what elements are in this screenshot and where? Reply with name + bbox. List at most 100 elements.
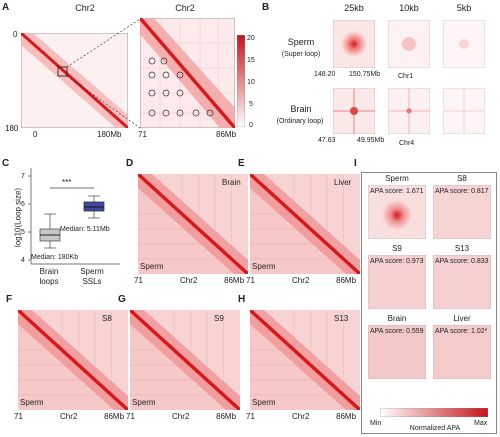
panel-b-row1-coord-left: 148.20: [314, 71, 336, 78]
panel-g-bottom-label: Sperm: [132, 398, 156, 407]
colorbar-tick-5: 5: [249, 101, 253, 108]
apa-title-sperm: Sperm: [385, 174, 409, 183]
panel-b-sperm-5kb: [443, 20, 485, 68]
apa-title-liver: Liver: [453, 314, 471, 323]
apa-score-s13: APA score: 0.833: [435, 258, 489, 265]
panel-b-row2-label: Brain: [290, 104, 312, 114]
apa-tile-brain: [368, 325, 426, 379]
panel-f-x-end: 86Mb: [104, 412, 125, 421]
panel-g-top-label: S9: [214, 314, 224, 323]
panel-c-ytick-6: 6: [21, 201, 25, 208]
panel-b-row1-label: Sperm: [287, 37, 315, 47]
panel-c-median-brain: Median: 180Kb: [31, 254, 79, 261]
panel-a-left-title: Chr2: [75, 3, 95, 13]
apa-score-brain: APA score: 0.559: [370, 328, 424, 335]
panel-b-col-10kb: 10kb: [399, 3, 419, 13]
panel-a-colorbar: [237, 35, 245, 127]
panel-h-bottom-label: Sperm: [252, 398, 276, 407]
panel-b-row1-coord-right: 150.75Mb: [349, 71, 381, 78]
panel-b-brain-10kb: [388, 88, 430, 134]
panel-b-brain-25kb: [333, 88, 375, 134]
panel-e-letter: E: [238, 158, 245, 169]
panel-i-letter: I: [354, 158, 357, 169]
panel-a-zoom-box: [57, 66, 68, 77]
apa-score-sperm: APA score: 1.671: [370, 188, 424, 195]
panel-a-left-x-start: 0: [33, 130, 38, 139]
apa-score-liver: APA score: 1.02*: [435, 328, 488, 335]
panel-b-row2-chrom: Chr4: [399, 140, 415, 147]
panel-b-col-5kb: 5kb: [456, 3, 472, 13]
panel-h-x-mid: Chr2: [292, 412, 310, 421]
panel-b-brain-5kb: [443, 88, 485, 134]
panel-b-col-25kb: 25kb: [344, 3, 364, 13]
panel-d-letter: D: [126, 158, 134, 169]
apa-title-s9: S9: [392, 244, 402, 253]
panel-c-significance: ***: [62, 178, 72, 187]
apa-colorbar-min: Min: [370, 420, 382, 427]
panel-d-top-label: Brain: [222, 178, 241, 187]
panel-c-ytick-7: 7: [21, 173, 25, 180]
panel-f-letter: F: [6, 294, 13, 305]
apa-score-s8: APA score: 0.817: [435, 188, 489, 195]
panel-e-x-end: 86Mb: [336, 276, 357, 285]
panel-a-zoom-x-start: 71: [138, 130, 147, 139]
panel-h-x-start: 71: [246, 412, 255, 421]
panel-g-x-mid: Chr2: [172, 412, 190, 421]
apa-title-brain: Brain: [387, 314, 407, 323]
apa-tile-s9: [368, 255, 426, 309]
panel-e-top-label: Liver: [334, 178, 352, 187]
panel-c-ytick-5: 5: [21, 229, 25, 236]
apa-score-s9: APA score: 0.973: [370, 258, 424, 265]
panel-b-row2-sublabel: (Ordinary loop): [276, 118, 324, 125]
panel-g-letter: G: [118, 294, 126, 305]
apa-tile-liver: [433, 325, 491, 379]
panel-a-left-tick-top: 0: [13, 30, 18, 39]
apa-tile-s8: [433, 185, 491, 239]
panel-f-top-label: S8: [102, 314, 112, 323]
colorbar-tick-10: 10: [247, 79, 255, 86]
apa-colorbar: [380, 408, 488, 417]
apa-tile-sperm: [368, 185, 426, 239]
colorbar-tick-20: 20: [247, 35, 255, 42]
panel-f-x-start: 71: [14, 412, 23, 421]
panel-a-left-x-end: 180Mb: [97, 130, 122, 139]
panel-h-heatmap: [250, 310, 360, 410]
panel-i-frame: [361, 172, 497, 434]
panel-e-bottom-label: Sperm: [252, 262, 276, 271]
apa-title-s8: S8: [457, 174, 467, 183]
panel-g-x-start: 71: [126, 412, 135, 421]
panel-d-heatmap: [138, 174, 248, 274]
panel-b-sperm-10kb: [388, 20, 430, 68]
panel-a-zoom-x-end: 86Mb: [216, 130, 237, 139]
colorbar-tick-15: 15: [247, 57, 255, 64]
panel-h-top-label: S13: [334, 314, 349, 323]
panel-a-letter: A: [2, 2, 10, 13]
panel-b-letter: B: [262, 2, 270, 13]
apa-colorbar-max: Max: [474, 420, 488, 427]
panel-g-x-end: 86Mb: [216, 412, 237, 421]
panel-d-x-end: 86Mb: [224, 276, 245, 285]
panel-h-letter: H: [238, 294, 246, 305]
panel-b-row1-chrom: Chr1: [398, 73, 414, 80]
panel-b-row2-coord-right: 49.95Mb: [357, 137, 385, 144]
panel-a-left-heatmap: [21, 33, 128, 128]
panel-b-row2-coord-left: 47.63: [318, 137, 336, 144]
panel-h-x-end: 86Mb: [336, 412, 357, 421]
panel-e-x-start: 71: [246, 276, 255, 285]
panel-e-x-mid: Chr2: [292, 276, 310, 285]
panel-c-cat-brain: Brain loops: [39, 267, 59, 286]
panel-c-ytick-4: 4: [21, 257, 25, 264]
panel-d-bottom-label: Sperm: [140, 262, 164, 271]
panel-b-row1-sublabel: (Super loop): [281, 51, 321, 58]
apa-tile-s13: [433, 255, 491, 309]
colorbar-tick-0: 0: [249, 122, 253, 129]
panel-e-heatmap: [250, 174, 360, 274]
panel-f-x-mid: Chr2: [60, 412, 78, 421]
panel-c-median-sperm: Median: 5.11Mb: [60, 226, 110, 233]
panel-a-left-tick-bottom: 180: [5, 124, 19, 133]
apa-colorbar-label: Normalized APA: [409, 425, 461, 432]
panel-f-bottom-label: Sperm: [20, 398, 44, 407]
panel-d-x-start: 71: [134, 276, 143, 285]
panel-b-sperm-25kb: [333, 20, 375, 68]
panel-d-x-mid: Chr2: [180, 276, 198, 285]
